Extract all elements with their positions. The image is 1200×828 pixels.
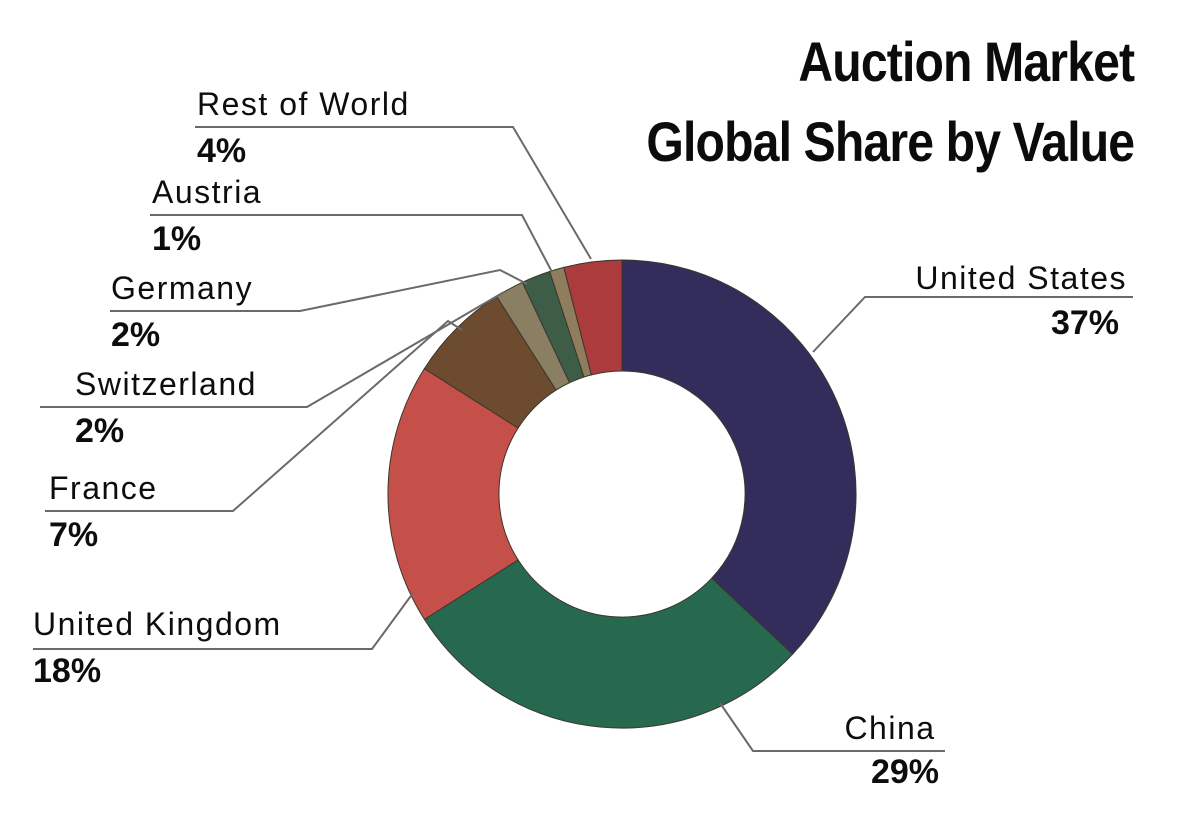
label-rest-of-world: Rest of World 4% <box>197 86 410 171</box>
label-china: China 29% <box>790 708 990 803</box>
label-austria: Austria 1% <box>152 174 262 259</box>
label-france-name: France <box>49 470 158 506</box>
label-united-states-name: United States <box>915 260 1127 296</box>
label-united-states-pct: 37% <box>1050 304 1119 342</box>
leader-line-austria <box>150 214 553 273</box>
label-china-pct: 29% <box>870 753 940 791</box>
leader-line-united-states <box>812 296 1133 353</box>
chart-title-line1: Auction Market <box>798 30 1135 93</box>
chart-title: Auction Market Global Share by Value <box>646 22 1135 182</box>
label-switzerland-name: Switzerland <box>75 366 257 402</box>
slice-united-kingdom <box>387 367 519 621</box>
label-united-states: United States 37% <box>850 260 1127 343</box>
slice-china <box>423 559 794 729</box>
chart-title-line2: Global Share by Value <box>646 110 1135 173</box>
leader-line-switzerland <box>40 291 505 408</box>
leader-line-rest-of-world <box>195 126 592 260</box>
donut-slices <box>387 259 857 729</box>
label-united-kingdom-pct: 18% <box>33 652 102 690</box>
label-switzerland: Switzerland 2% <box>75 366 257 451</box>
label-austria-pct: 1% <box>152 220 202 258</box>
label-rest-of-world-name: Rest of World <box>197 86 410 122</box>
leader-line-germany <box>110 268 528 312</box>
label-austria-name: Austria <box>152 174 263 210</box>
slice-rest-of-world <box>563 259 623 376</box>
label-switzerland-pct: 2% <box>75 412 125 450</box>
leader-line-france <box>45 319 463 512</box>
label-france: France 7% <box>49 470 158 555</box>
label-germany-name: Germany <box>111 270 254 306</box>
label-china-name: China <box>844 710 936 746</box>
label-united-kingdom: United Kingdom 18% <box>33 606 282 691</box>
label-france-pct: 7% <box>49 516 99 554</box>
label-rest-of-world-pct: 4% <box>197 132 247 170</box>
label-germany: Germany 2% <box>111 270 253 355</box>
leader-lines <box>33 126 1133 752</box>
label-germany-pct: 2% <box>111 316 161 354</box>
leader-line-china <box>719 702 945 752</box>
label-united-kingdom-name: United Kingdom <box>33 606 282 642</box>
leader-line-united-kingdom <box>33 592 414 650</box>
slice-united-states <box>621 259 857 655</box>
